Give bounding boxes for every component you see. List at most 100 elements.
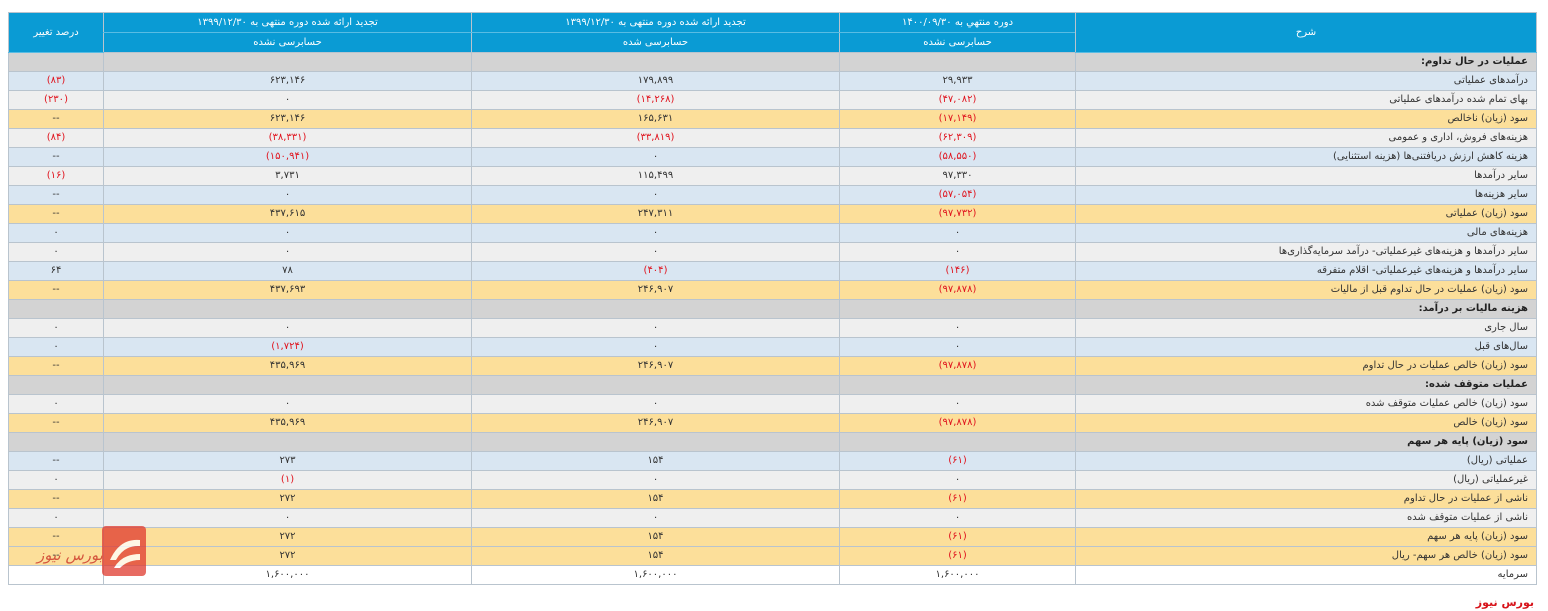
cell-change-percent: (۲۳۰) xyxy=(8,90,104,110)
table-row: سایر درآمدها و هزینه‌های غیرعملیاتی- درآ… xyxy=(8,242,1537,262)
row-label: سایر هزینه‌ها xyxy=(1075,185,1537,205)
cell-unaudited-1399: ۰ xyxy=(103,508,472,528)
cell-audited-1399: ۲۴۶,۹۰۷ xyxy=(471,280,840,300)
cell-period-1400: ۰ xyxy=(839,470,1076,490)
cell-unaudited-1399: ۲۷۲ xyxy=(103,527,472,547)
cell-unaudited-1399: ۱,۶۰۰,۰۰۰ xyxy=(103,565,472,585)
row-label: سود (زیان) خالص xyxy=(1075,413,1537,433)
section-header-row: سود (زیان) پایه هر سهم xyxy=(8,432,1537,452)
table-row: سود (زیان) ناخالص (۱۷,۱۴۹) ۱۶۵,۶۳۱ ۶۲۳,۱۴۶-… xyxy=(8,109,1537,129)
cell-audited-1399: (۴۰۴) xyxy=(471,261,840,281)
cell-period-1400: (۶۱) xyxy=(839,489,1076,509)
table-row: سود (زیان) خالص هر سهم- ریال (۶۱) ۱۵۴ ۲۷۲ -- xyxy=(8,546,1537,566)
cell-period-1400: ۹۷,۳۳۰ xyxy=(839,166,1076,186)
cell-period-1400: (۶۱) xyxy=(839,527,1076,547)
header-col2-sub: حسابرسی شده xyxy=(471,32,840,53)
header-col4: درصد تغییر xyxy=(8,12,104,53)
header-col2: تجدید ارائه شده دوره منتهی به ۱۳۹۹/۱۲/۳۰ xyxy=(471,12,840,33)
statement-body: عملیات در حال تداوم: درآمدهای عملیاتی ۲۹,۹… xyxy=(8,52,1537,585)
row-label: سایر درآمدها و هزینه‌های غیرعملیاتی- درآ… xyxy=(1075,242,1537,262)
table-row: ناشی از عملیات متوقف شده ۰ ۰ ۰ ۰ xyxy=(8,508,1537,528)
cell-audited-1399: ۱۵۴ xyxy=(471,527,840,547)
cell-period-1400: (۹۷,۸۷۸) xyxy=(839,356,1076,376)
cell-audited-1399: ۰ xyxy=(471,394,840,414)
cell-unaudited-1399 xyxy=(103,52,472,72)
cell-period-1400: (۵۷,۰۵۴) xyxy=(839,185,1076,205)
cell-change-percent xyxy=(8,299,104,319)
cell-unaudited-1399 xyxy=(103,299,472,319)
cell-unaudited-1399: ۶۲۳,۱۴۶ xyxy=(103,71,472,91)
table-row: درآمدهای عملیاتی ۲۹,۹۳۳ ۱۷۹,۸۹۹ ۶۲۳,۱۴۶ (۸۳) xyxy=(8,71,1537,91)
cell-period-1400: (۱۴۶) xyxy=(839,261,1076,281)
cell-unaudited-1399 xyxy=(103,432,472,452)
row-label: عملیات متوقف شده: xyxy=(1075,375,1537,395)
footer-brand: بورس نیوز xyxy=(1475,596,1534,609)
row-label: عملیاتی (ریال) xyxy=(1075,451,1537,471)
table-row: هزینه کاهش ارزش دریافتنی‌ها (هزینه استثن… xyxy=(8,147,1537,167)
table-row: سرمایه ۱,۶۰۰,۰۰۰ ۱,۶۰۰,۰۰۰ ۱,۶۰۰,۰۰۰ xyxy=(8,565,1537,585)
row-label: درآمدهای عملیاتی xyxy=(1075,71,1537,91)
table-row: سود (زیان) عملیاتی (۹۷,۷۳۲) ۲۴۷,۳۱۱ ۴۳۷,۶۱۵… xyxy=(8,204,1537,224)
cell-period-1400: (۶۱) xyxy=(839,451,1076,471)
cell-unaudited-1399: ۰ xyxy=(103,223,472,243)
row-label: سود (زیان) ناخالص xyxy=(1075,109,1537,129)
cell-change-percent: (۱۶) xyxy=(8,166,104,186)
cell-unaudited-1399: (۳۸,۳۳۱) xyxy=(103,128,472,148)
row-label: ناشی از عملیات در حال تداوم xyxy=(1075,489,1537,509)
cell-change-percent: -- xyxy=(8,413,104,433)
cell-audited-1399: ۰ xyxy=(471,337,840,357)
table-row: سود (زیان) عملیات در حال تداوم قبل از ما… xyxy=(8,280,1537,300)
cell-period-1400: ۰ xyxy=(839,337,1076,357)
table-row: هزینه‌های مالی ۰ ۰ ۰ ۰ xyxy=(8,223,1537,243)
cell-audited-1399: ۰ xyxy=(471,508,840,528)
row-label: سال‌های قبل xyxy=(1075,337,1537,357)
cell-audited-1399 xyxy=(471,52,840,72)
cell-audited-1399: ۲۴۶,۹۰۷ xyxy=(471,356,840,376)
cell-change-percent: -- xyxy=(8,280,104,300)
row-label: ناشی از عملیات متوقف شده xyxy=(1075,508,1537,528)
table-row: ناشی از عملیات در حال تداوم (۶۱) ۱۵۴ ۲۷۲ -- xyxy=(8,489,1537,509)
cell-change-percent: -- xyxy=(8,527,104,547)
row-label: غیرعملیاتی (ریال) xyxy=(1075,470,1537,490)
cell-audited-1399: ۰ xyxy=(471,223,840,243)
cell-audited-1399 xyxy=(471,375,840,395)
table-row: سال جاری ۰ ۰ ۰ ۰ xyxy=(8,318,1537,338)
table-row: بهای تمام شده درآمدهای عملیاتی (۴۷,۰۸۲) (۱… xyxy=(8,90,1537,110)
statement-container: شرح دوره منتهي به ۱۴۰۰/۰۹/۳۰ تجدید ارائه… xyxy=(8,12,1537,585)
cell-audited-1399: ۱۵۴ xyxy=(471,451,840,471)
row-label: سود (زیان) پایه هر سهم xyxy=(1075,527,1537,547)
table-row: سال‌های قبل ۰ ۰ (۱,۷۲۴) ۰ xyxy=(8,337,1537,357)
cell-change-percent: ۰ xyxy=(8,470,104,490)
cell-change-percent: -- xyxy=(8,546,104,566)
cell-unaudited-1399: ۶۲۳,۱۴۶ xyxy=(103,109,472,129)
table-row: سایر هزینه‌ها (۵۷,۰۵۴) ۰ ۰ -- xyxy=(8,185,1537,205)
table-row: سود (زیان) خالص (۹۷,۸۷۸) ۲۴۶,۹۰۷ ۴۳۵,۹۶۹ -- xyxy=(8,413,1537,433)
cell-period-1400: ۰ xyxy=(839,508,1076,528)
header-col3: تجدید ارائه شده دوره منتهی به ۱۳۹۹/۱۲/۳۰ xyxy=(103,12,472,33)
table-row: عملیاتی (ریال) (۶۱) ۱۵۴ ۲۷۳ -- xyxy=(8,451,1537,471)
cell-audited-1399 xyxy=(471,299,840,319)
table-row: هزینه‌های فروش، اداری و عمومی (۶۲,۳۰۹) (۳۳… xyxy=(8,128,1537,148)
row-label: سود (زیان) عملیات در حال تداوم قبل از ما… xyxy=(1075,280,1537,300)
income-statement-table: شرح دوره منتهي به ۱۴۰۰/۰۹/۳۰ تجدید ارائه… xyxy=(8,12,1537,585)
cell-change-percent: -- xyxy=(8,147,104,167)
cell-period-1400: ۱,۶۰۰,۰۰۰ xyxy=(839,565,1076,585)
row-label: سایر درآمدها xyxy=(1075,166,1537,186)
cell-unaudited-1399: ۴۳۵,۹۶۹ xyxy=(103,413,472,433)
cell-period-1400 xyxy=(839,375,1076,395)
row-label: سرمایه xyxy=(1075,565,1537,585)
cell-change-percent: -- xyxy=(8,451,104,471)
table-row: سود (زیان) خالص عملیات در حال تداوم (۹۷,۸… xyxy=(8,356,1537,376)
cell-change-percent: ۰ xyxy=(8,318,104,338)
cell-change-percent: ۶۴ xyxy=(8,261,104,281)
cell-change-percent xyxy=(8,52,104,72)
cell-unaudited-1399: ۰ xyxy=(103,318,472,338)
table-row: غیرعملیاتی (ریال) ۰ ۰ (۱) ۰ xyxy=(8,470,1537,490)
watermark-text: بورس نیوز xyxy=(35,546,103,564)
cell-audited-1399: ۰ xyxy=(471,318,840,338)
cell-unaudited-1399: (۱,۷۲۴) xyxy=(103,337,472,357)
cell-change-percent: ۰ xyxy=(8,394,104,414)
cell-audited-1399: ۱۵۴ xyxy=(471,546,840,566)
cell-unaudited-1399: (۱۵۰,۹۴۱) xyxy=(103,147,472,167)
cell-change-percent: -- xyxy=(8,109,104,129)
